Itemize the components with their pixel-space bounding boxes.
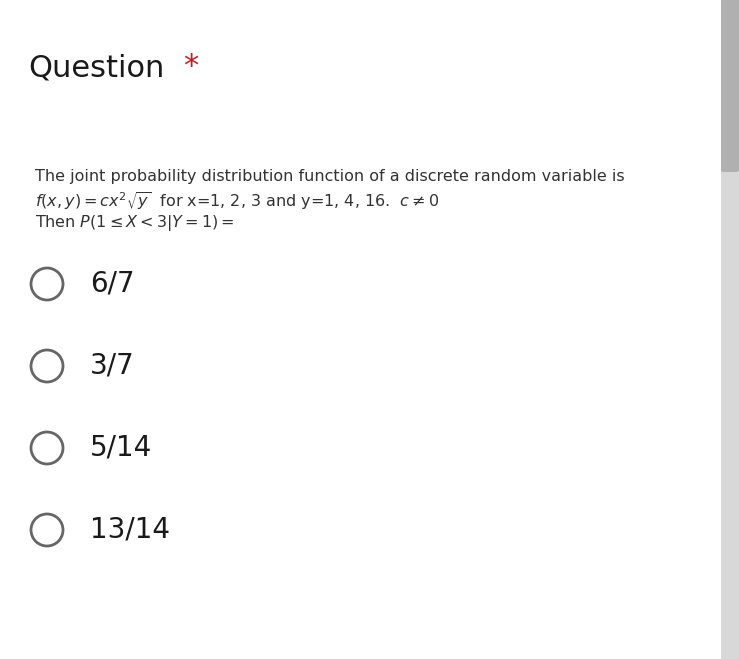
Text: Question: Question — [28, 54, 164, 83]
Text: $f(x, y) = cx^2\sqrt{y}$  for x=1, 2, 3 and y=1, 4, 16.  $c \neq 0$: $f(x, y) = cx^2\sqrt{y}$ for x=1, 2, 3 a… — [35, 191, 440, 213]
Text: The joint probability distribution function of a discrete random variable is: The joint probability distribution funct… — [35, 169, 624, 184]
Text: 5/14: 5/14 — [90, 434, 152, 462]
Text: 13/14: 13/14 — [90, 516, 170, 544]
Text: Then $P(1 \leq X < 3|Y = 1) =$: Then $P(1 \leq X < 3|Y = 1) =$ — [35, 213, 234, 233]
Text: 6/7: 6/7 — [90, 270, 134, 298]
FancyBboxPatch shape — [721, 0, 739, 172]
Text: 3/7: 3/7 — [90, 352, 134, 380]
Text: *: * — [183, 52, 198, 81]
Bar — [721, 0, 739, 659]
